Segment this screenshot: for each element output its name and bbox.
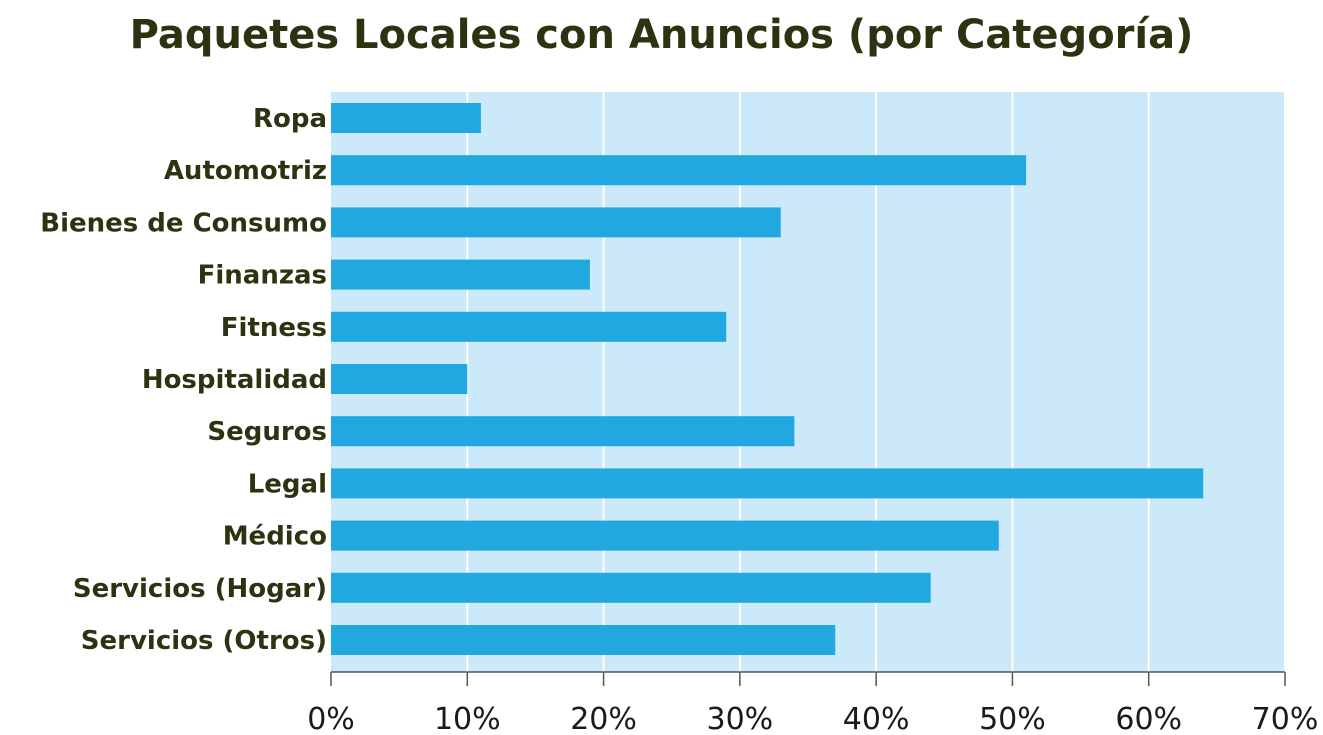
x-tick-label-0: 0% bbox=[307, 702, 355, 735]
category-label-3: Finanzas bbox=[198, 261, 327, 291]
bar-3 bbox=[331, 259, 590, 290]
category-label-0: Ropa bbox=[253, 104, 327, 134]
x-tick-label-5: 50% bbox=[979, 702, 1046, 735]
bar-10 bbox=[331, 625, 836, 655]
bar-5 bbox=[331, 364, 468, 394]
bar-0 bbox=[331, 103, 481, 133]
bars bbox=[331, 103, 1204, 655]
x-tick-label-3: 30% bbox=[707, 702, 774, 735]
x-tick-label-1: 10% bbox=[434, 702, 501, 735]
bar-7 bbox=[331, 468, 1204, 499]
category-label-1: Automotriz bbox=[164, 156, 327, 186]
x-axis: 0% 10% 20% 30% 40% 50% 60% 70% bbox=[307, 671, 1319, 735]
x-tick-label-7: 70% bbox=[1252, 702, 1319, 735]
chart-title: Paquetes Locales con Anuncios (por Categ… bbox=[129, 12, 1194, 58]
category-label-8: Médico bbox=[223, 522, 327, 552]
x-tick-label-2: 20% bbox=[570, 702, 637, 735]
category-label-7: Legal bbox=[248, 469, 327, 499]
category-labels: Ropa Automotriz Bienes de Consumo Finanzas F… bbox=[40, 104, 327, 656]
bar-6 bbox=[331, 416, 795, 447]
category-label-10: Servicios (Otros) bbox=[81, 626, 327, 656]
category-label-6: Seguros bbox=[207, 417, 327, 447]
x-tick-label-4: 40% bbox=[843, 702, 910, 735]
category-label-5: Hospitalidad bbox=[142, 365, 327, 395]
bar-8 bbox=[331, 520, 999, 551]
category-label-9: Servicios (Hogar) bbox=[73, 574, 327, 604]
x-tick-label-6: 60% bbox=[1115, 702, 1182, 735]
bar-1 bbox=[331, 155, 1027, 186]
category-label-2: Bienes de Consumo bbox=[40, 208, 327, 238]
bar-2 bbox=[331, 207, 781, 238]
category-label-4: Fitness bbox=[221, 313, 327, 343]
bar-4 bbox=[331, 311, 727, 342]
bar-9 bbox=[331, 572, 931, 603]
